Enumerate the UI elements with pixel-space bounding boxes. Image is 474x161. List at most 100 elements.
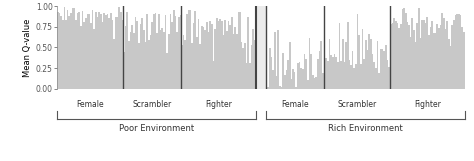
Bar — [176, 32, 178, 89]
Bar — [388, 67, 390, 89]
Bar — [347, 6, 348, 22]
Bar — [190, 6, 191, 10]
Bar — [93, 6, 95, 29]
Bar — [395, 6, 397, 21]
Bar — [441, 13, 443, 89]
Bar — [181, 45, 183, 89]
Bar — [75, 6, 77, 20]
Bar — [188, 6, 190, 10]
Bar — [433, 33, 435, 89]
Bar — [115, 6, 117, 17]
Bar — [375, 6, 377, 67]
Bar — [411, 19, 413, 89]
Bar — [387, 60, 388, 89]
Bar — [455, 15, 456, 89]
Bar — [443, 6, 445, 18]
Bar — [415, 6, 417, 42]
Bar — [397, 23, 398, 89]
Bar — [57, 6, 58, 12]
Bar — [372, 54, 374, 89]
Bar — [378, 73, 380, 89]
Bar — [287, 60, 289, 89]
Bar — [65, 20, 67, 89]
Bar — [130, 6, 131, 32]
Bar — [200, 44, 201, 89]
Bar — [354, 68, 355, 89]
Bar — [338, 6, 340, 23]
Bar — [440, 25, 441, 89]
Bar — [226, 6, 228, 31]
Bar — [62, 6, 64, 20]
Bar — [403, 6, 405, 8]
Bar — [171, 22, 173, 89]
Bar — [183, 35, 184, 89]
Bar — [201, 26, 203, 89]
Bar — [282, 53, 284, 89]
Bar — [206, 6, 208, 22]
Bar — [100, 14, 101, 89]
Bar — [196, 37, 198, 89]
Bar — [338, 23, 340, 89]
Bar — [335, 57, 337, 89]
Bar — [388, 6, 390, 67]
Bar — [317, 59, 319, 89]
Bar — [287, 6, 289, 60]
Bar — [322, 72, 324, 89]
Bar — [325, 6, 327, 58]
Bar — [299, 62, 301, 89]
Bar — [319, 6, 320, 51]
Bar — [186, 14, 188, 89]
Bar — [82, 6, 83, 11]
Bar — [223, 35, 224, 89]
Bar — [301, 68, 302, 89]
Bar — [143, 6, 145, 29]
Bar — [377, 6, 378, 41]
Bar — [200, 6, 201, 44]
Bar — [194, 11, 196, 89]
Bar — [118, 7, 120, 89]
Bar — [188, 10, 190, 89]
Bar — [98, 12, 100, 89]
Bar — [128, 6, 130, 41]
Bar — [435, 33, 437, 89]
Bar — [319, 51, 320, 89]
Bar — [411, 6, 413, 19]
Bar — [358, 35, 360, 89]
Bar — [380, 6, 382, 49]
Bar — [279, 6, 281, 86]
Bar — [413, 30, 415, 89]
Bar — [58, 13, 60, 89]
Bar — [299, 6, 301, 62]
Bar — [438, 6, 440, 28]
Bar — [85, 6, 87, 18]
Bar — [78, 12, 80, 89]
Bar — [382, 6, 383, 49]
Bar — [448, 39, 450, 89]
Bar — [121, 20, 123, 89]
Bar — [234, 6, 236, 27]
Bar — [236, 6, 237, 34]
Bar — [372, 6, 374, 54]
Bar — [400, 6, 401, 24]
Bar — [241, 42, 243, 89]
Bar — [180, 6, 181, 15]
Bar — [344, 62, 345, 89]
Bar — [155, 6, 156, 13]
Bar — [173, 6, 174, 10]
Bar — [347, 22, 348, 89]
Bar — [91, 10, 93, 89]
Bar — [198, 6, 200, 19]
Bar — [67, 6, 68, 10]
Bar — [141, 6, 143, 18]
Bar — [90, 6, 91, 23]
Bar — [166, 53, 168, 89]
Bar — [433, 6, 435, 33]
Bar — [265, 71, 267, 89]
Bar — [221, 6, 223, 21]
Bar — [163, 32, 164, 89]
Bar — [265, 6, 267, 71]
Bar — [272, 6, 274, 70]
Bar — [334, 54, 335, 89]
Bar — [213, 61, 214, 89]
Bar — [166, 6, 168, 53]
